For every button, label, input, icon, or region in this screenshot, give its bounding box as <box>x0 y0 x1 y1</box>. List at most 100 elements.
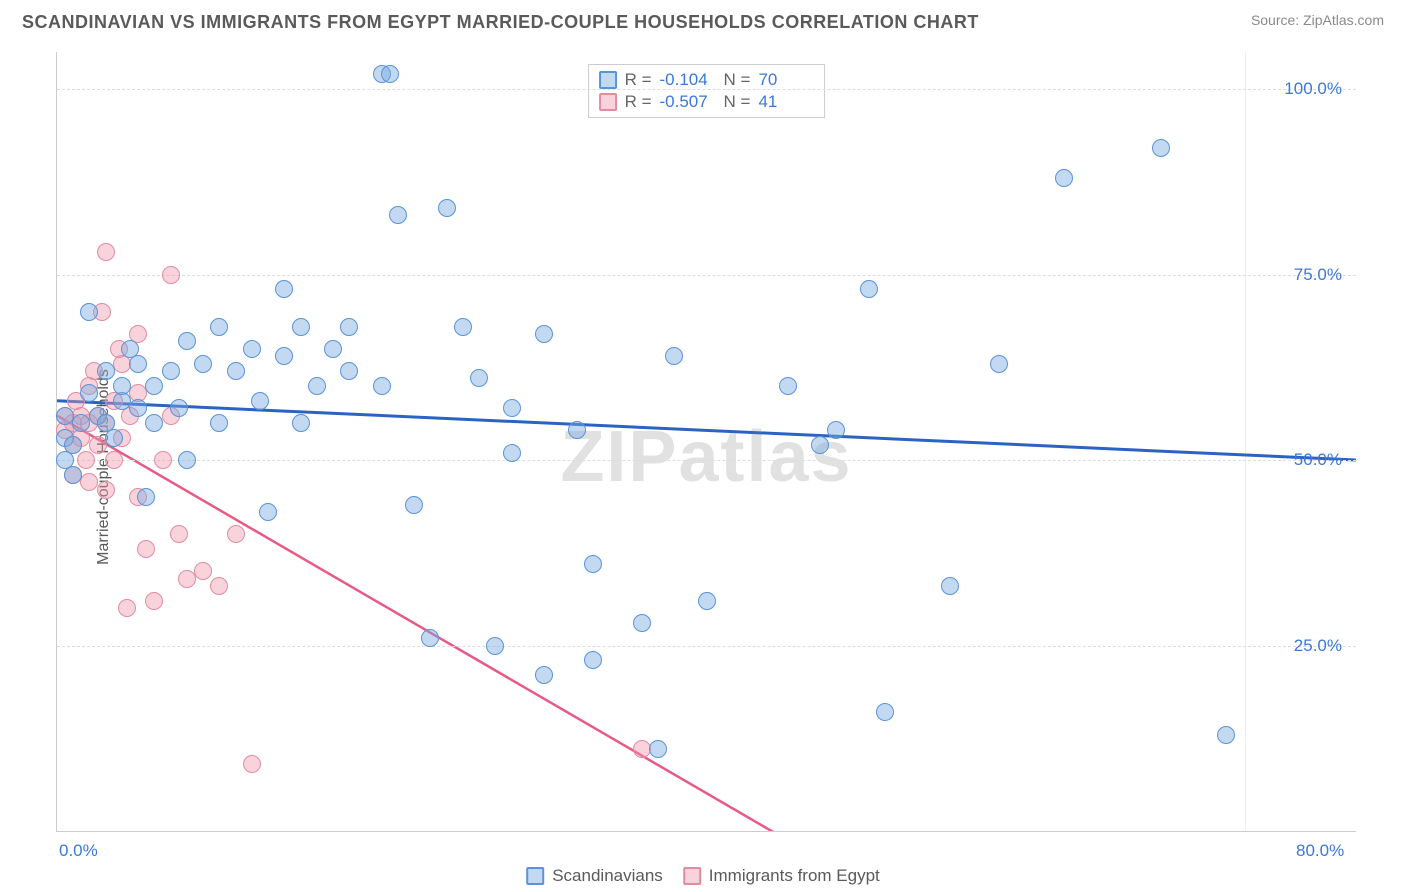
data-point-scandinavians <box>105 429 123 447</box>
y-tick-label: 25.0% <box>1294 636 1342 656</box>
data-point-scandinavians <box>137 488 155 506</box>
data-point-immigrants-egypt <box>137 540 155 558</box>
legend-swatch-scandinavians <box>526 867 544 885</box>
data-point-scandinavians <box>129 399 147 417</box>
data-point-scandinavians <box>568 421 586 439</box>
data-point-scandinavians <box>251 392 269 410</box>
data-point-immigrants-egypt <box>170 525 188 543</box>
data-point-immigrants-egypt <box>118 599 136 617</box>
data-point-scandinavians <box>941 577 959 595</box>
data-point-scandinavians <box>178 451 196 469</box>
legend-label-scandinavians: Scandinavians <box>552 866 663 886</box>
data-point-scandinavians <box>876 703 894 721</box>
data-point-immigrants-egypt <box>145 592 163 610</box>
data-point-scandinavians <box>292 318 310 336</box>
data-point-scandinavians <box>210 414 228 432</box>
chart-title: SCANDINAVIAN VS IMMIGRANTS FROM EGYPT MA… <box>22 12 979 33</box>
data-point-scandinavians <box>194 355 212 373</box>
legend-item-scandinavians: Scandinavians <box>526 866 663 886</box>
r-value-egypt: -0.507 <box>660 92 716 112</box>
data-point-scandinavians <box>72 414 90 432</box>
data-point-scandinavians <box>535 325 553 343</box>
data-point-scandinavians <box>324 340 342 358</box>
gridline <box>57 646 1356 647</box>
data-point-immigrants-egypt <box>162 266 180 284</box>
y-tick-label: 50.0% <box>1294 450 1342 470</box>
trend-line-scandinavians <box>57 401 1356 460</box>
legend-swatch-egypt <box>683 867 701 885</box>
stats-row-scandinavians: R = -0.104 N = 70 <box>599 69 815 91</box>
data-point-immigrants-egypt <box>89 436 107 454</box>
data-point-scandinavians <box>259 503 277 521</box>
stats-legend: R = -0.104 N = 70 R = -0.507 N = 41 <box>588 64 826 118</box>
y-tick-label: 75.0% <box>1294 265 1342 285</box>
legend-item-egypt: Immigrants from Egypt <box>683 866 880 886</box>
data-point-scandinavians <box>227 362 245 380</box>
x-tick-label: 0.0% <box>59 841 98 861</box>
data-point-scandinavians <box>470 369 488 387</box>
data-point-scandinavians <box>1152 139 1170 157</box>
data-point-immigrants-egypt <box>97 243 115 261</box>
data-point-scandinavians <box>373 377 391 395</box>
data-point-scandinavians <box>584 555 602 573</box>
data-point-scandinavians <box>308 377 326 395</box>
stats-row-egypt: R = -0.507 N = 41 <box>599 91 815 113</box>
data-point-immigrants-egypt <box>97 481 115 499</box>
data-point-scandinavians <box>210 318 228 336</box>
data-point-immigrants-egypt <box>227 525 245 543</box>
data-point-scandinavians <box>438 199 456 217</box>
data-point-scandinavians <box>162 362 180 380</box>
data-point-scandinavians <box>503 444 521 462</box>
gridline <box>57 460 1356 461</box>
data-point-scandinavians <box>665 347 683 365</box>
data-point-scandinavians <box>64 436 82 454</box>
data-point-scandinavians <box>1217 726 1235 744</box>
data-point-immigrants-egypt <box>105 451 123 469</box>
data-point-scandinavians <box>340 318 358 336</box>
data-point-scandinavians <box>860 280 878 298</box>
data-point-immigrants-egypt <box>77 451 95 469</box>
r-label: R = <box>625 70 652 90</box>
data-point-scandinavians <box>275 347 293 365</box>
x-tick-label: 80.0% <box>1296 841 1344 861</box>
n-value-egypt: 41 <box>758 92 814 112</box>
trend-line-immigrants-egypt <box>57 416 771 831</box>
data-point-scandinavians <box>698 592 716 610</box>
n-label: N = <box>724 92 751 112</box>
data-point-scandinavians <box>145 414 163 432</box>
data-point-scandinavians <box>389 206 407 224</box>
data-point-scandinavians <box>584 651 602 669</box>
chart-container: Married-couple Households ZIPatlas R = -… <box>0 42 1406 892</box>
chart-source: Source: ZipAtlas.com <box>1251 12 1384 28</box>
plot-area: ZIPatlas R = -0.104 N = 70 R = -0.507 N … <box>56 52 1356 832</box>
data-point-scandinavians <box>811 436 829 454</box>
data-point-scandinavians <box>64 466 82 484</box>
data-point-scandinavians <box>97 362 115 380</box>
data-point-scandinavians <box>535 666 553 684</box>
r-value-scandinavians: -0.104 <box>660 70 716 90</box>
data-point-scandinavians <box>381 65 399 83</box>
right-axis-guide <box>1245 52 1246 831</box>
r-label: R = <box>625 92 652 112</box>
data-point-scandinavians <box>827 421 845 439</box>
data-point-scandinavians <box>80 303 98 321</box>
data-point-scandinavians <box>275 280 293 298</box>
data-point-scandinavians <box>633 614 651 632</box>
data-point-immigrants-egypt <box>210 577 228 595</box>
data-point-scandinavians <box>454 318 472 336</box>
data-point-immigrants-egypt <box>178 570 196 588</box>
data-point-scandinavians <box>779 377 797 395</box>
legend-label-egypt: Immigrants from Egypt <box>709 866 880 886</box>
data-point-immigrants-egypt <box>154 451 172 469</box>
gridline <box>57 89 1356 90</box>
swatch-scandinavians <box>599 71 617 89</box>
data-point-scandinavians <box>486 637 504 655</box>
gridline <box>57 275 1356 276</box>
n-label: N = <box>724 70 751 90</box>
watermark: ZIPatlas <box>560 416 852 498</box>
data-point-scandinavians <box>292 414 310 432</box>
data-point-scandinavians <box>990 355 1008 373</box>
n-value-scandinavians: 70 <box>758 70 814 90</box>
data-point-scandinavians <box>243 340 261 358</box>
data-point-scandinavians <box>170 399 188 417</box>
